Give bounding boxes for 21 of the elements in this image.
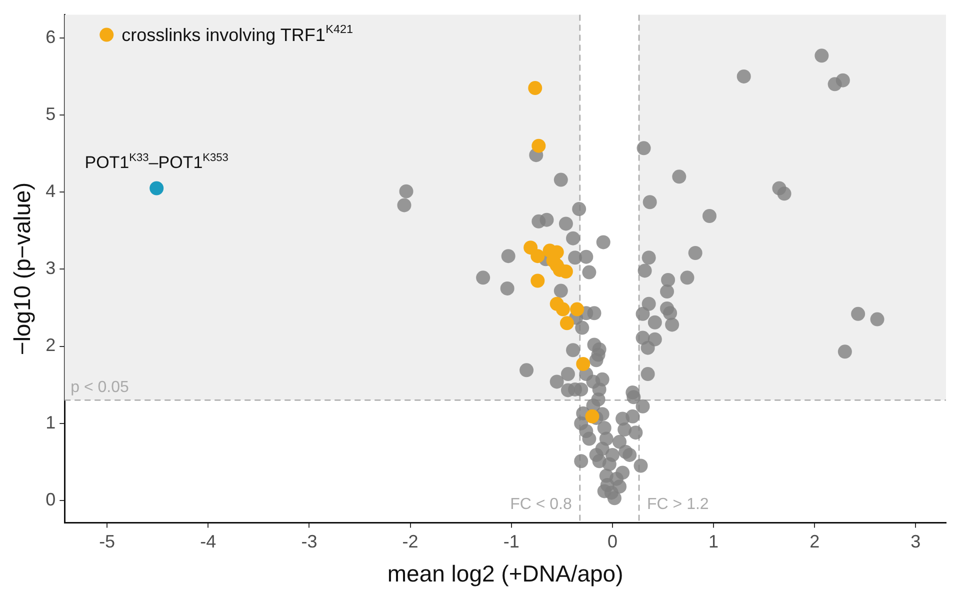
x-tick-label: 1 bbox=[708, 532, 719, 552]
x-tick-label: -1 bbox=[503, 532, 520, 552]
y-tick-label: 6 bbox=[46, 26, 56, 47]
y-tick-label: 4 bbox=[46, 181, 56, 202]
x-tick-label: 2 bbox=[810, 532, 820, 552]
ref-line-label: FC > 1.2 bbox=[647, 496, 709, 513]
x-tick-label: -4 bbox=[200, 532, 216, 552]
ref-line-label: p < 0.05 bbox=[70, 379, 129, 396]
y-tick-label: 0 bbox=[46, 489, 56, 510]
y-tick-label: 3 bbox=[46, 258, 56, 278]
y-axis-title: −log10 (p−value) bbox=[9, 182, 36, 356]
x-tick-label: -5 bbox=[99, 532, 116, 552]
x-tick-label: 0 bbox=[607, 532, 618, 552]
ref-line-label: FC < 0.8 bbox=[510, 496, 572, 513]
x-tick-label: 3 bbox=[910, 532, 921, 552]
x-axis-title: mean log2 (+DNA/apo) bbox=[387, 560, 624, 587]
y-tick-label: 2 bbox=[46, 335, 56, 356]
x-tick-label: -3 bbox=[301, 532, 318, 552]
y-tick-label: 1 bbox=[46, 412, 56, 432]
x-tick-label: -2 bbox=[402, 532, 418, 552]
y-tick-label: 5 bbox=[46, 104, 56, 124]
